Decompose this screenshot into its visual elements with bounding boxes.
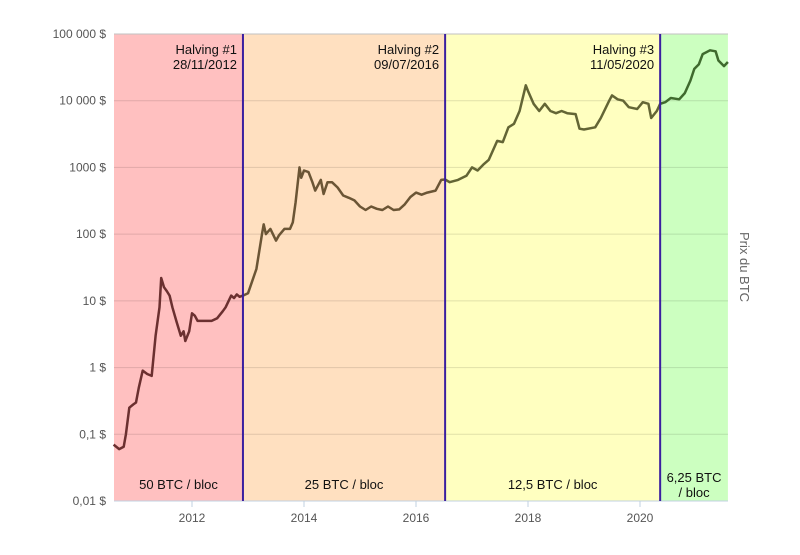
x-axis-ticks: 2012 2014 2016 2018 2020 bbox=[114, 500, 728, 525]
x-tick-label: 2018 bbox=[515, 511, 542, 525]
era-label: 6,25 BTC bbox=[667, 470, 722, 485]
era-label: 25 BTC / bloc bbox=[305, 477, 384, 492]
price-line-segment bbox=[444, 84, 662, 184]
x-tick-label: 2012 bbox=[179, 511, 206, 525]
halving-markers: Halving #128/11/2012 Halving #209/07/2016… bbox=[173, 34, 662, 501]
y-tick-label: 0,1 $ bbox=[79, 427, 106, 441]
y-tick-label: 1000 $ bbox=[69, 160, 106, 174]
halving-date: 28/11/2012 bbox=[173, 57, 237, 72]
halving-date: 09/07/2016 bbox=[374, 57, 439, 72]
x-tick-label: 2016 bbox=[403, 511, 430, 525]
era-background bbox=[242, 34, 446, 501]
era-labels: 50 BTC / bloc 25 BTC / bloc 12,5 BTC / blo… bbox=[139, 470, 721, 500]
y-tick-label: 10 $ bbox=[83, 294, 107, 308]
halving-title: Halving #3 bbox=[593, 42, 654, 57]
era-label-line2: / bloc bbox=[679, 485, 711, 500]
era-background bbox=[660, 34, 728, 501]
era-label: 12,5 BTC / bloc bbox=[508, 477, 598, 492]
halving-title: Halving #2 bbox=[378, 42, 439, 57]
halving-date: 11/05/2020 bbox=[590, 57, 654, 72]
y-tick-label: 10 000 $ bbox=[59, 94, 106, 108]
y-tick-label: 0,01 $ bbox=[73, 494, 107, 508]
x-tick-label: 2020 bbox=[627, 511, 654, 525]
y-tick-label: 100 000 $ bbox=[53, 27, 107, 41]
x-tick-label: 2014 bbox=[291, 511, 318, 525]
y-tick-label: 100 $ bbox=[76, 227, 106, 241]
price-line-segment bbox=[659, 49, 729, 105]
price-line-segment bbox=[112, 276, 244, 451]
halving-title: Halving #1 bbox=[176, 42, 237, 57]
price-line bbox=[112, 49, 729, 451]
era-label: 50 BTC / bloc bbox=[139, 477, 218, 492]
era-background bbox=[114, 34, 243, 501]
price-line-segment bbox=[242, 166, 446, 297]
y-tick-label: 1 $ bbox=[89, 361, 106, 375]
era-background bbox=[445, 34, 661, 501]
y-axis-ticks: 0,01 $ 0,1 $ 1 $ 10 $ 100 $ 1000 $ 10 000 $ 100… bbox=[53, 27, 107, 508]
y-axis-label: Prix du BTC bbox=[737, 232, 752, 302]
era-backgrounds bbox=[114, 34, 728, 501]
